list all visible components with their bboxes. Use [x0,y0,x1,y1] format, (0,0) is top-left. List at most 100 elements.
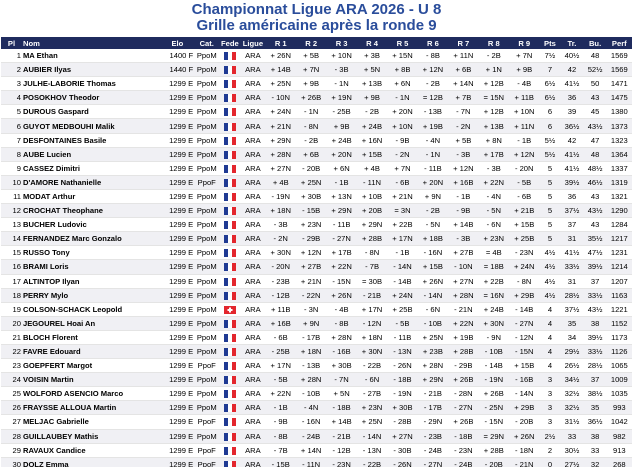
table-cell: ARA [240,90,266,106]
table-cell: 1569 [606,62,632,78]
table-cell: - 15N [326,274,357,289]
table-cell: - 8N [509,274,540,289]
table-cell: ARA [240,175,266,190]
table-cell: 7 [539,62,561,78]
table-cell: 9 [1,161,22,176]
table-cell: ARA [240,259,266,275]
table-cell: - 10B [417,316,449,331]
table-cell: 46½ [583,175,607,190]
table-cell: 38 [583,429,607,444]
table-cell: - 2B [356,104,388,120]
table-cell: + 13B [478,118,510,134]
table-cell: PpoF [194,414,220,430]
table-cell: 28 [1,429,22,444]
table-cell: 2½ [539,429,561,444]
table-row: 20 JEGOUREL Hoai An 1299 E PpoM ARA + 16B + 9N… [1,316,632,331]
table-cell: 1373 [606,118,632,134]
table-cell: 21 [1,330,22,345]
table-cell: - 9B [448,203,479,219]
table-cell: 2 [1,62,22,78]
table-row: 29 RAVAUX Candice 1299 E PpoF ARA - 7B + 14N - … [1,443,632,458]
table-cell: 1299 E [160,133,195,148]
table-cell: 1126 [606,344,632,360]
table-cell: - 18B [387,372,418,388]
table-cell: 30 [1,457,22,467]
fede-cell [219,90,241,106]
table-cell: 29½ [560,344,584,360]
table-cell: 31½ [560,414,584,430]
table-cell: 1163 [606,288,632,303]
table-cell: + 9B [509,62,540,78]
table-cell: 1299 E [160,118,195,134]
table-cell: 5 [539,175,561,190]
fede-cell [219,104,241,120]
table-cell: 37½ [560,203,584,219]
table-cell: 4½ [539,245,561,261]
table-row: 21 BLOCH Florent 1299 E PpoM ARA - 6B - 17B + 2… [1,330,632,345]
table-cell: + 5N [356,62,388,78]
table-cell: 5 [539,189,561,205]
table-cell: ARA [240,400,266,416]
table-cell: + 12N [448,161,479,176]
table-cell: - 18N [509,443,540,458]
table-cell: - 1N [417,147,449,162]
table-cell: - 2N [387,147,418,162]
fede-cell [219,457,241,467]
table-cell: 35 [583,400,607,416]
table-cell: + 24B [478,302,510,317]
table-cell: 1299 E [160,414,195,430]
table-cell: 33 [583,443,607,458]
table-cell: 1299 E [160,217,195,233]
table-cell: 47 [583,133,607,148]
column-header: Pl [1,37,22,49]
table-cell: + 30N [265,245,296,261]
table-cell: 43 [583,189,607,205]
table-cell: - 21B [326,429,357,444]
table-cell: PpoM [194,302,220,317]
fede-cell [219,147,241,162]
table-cell: 3 [539,386,561,402]
player-name: RUSSO Tony [21,245,161,261]
table-cell: 15 [1,245,22,261]
flag-icon [223,221,236,230]
table-cell: - 26N [387,358,418,374]
table-cell: 1152 [606,316,632,331]
fede-cell [219,259,241,275]
table-cell: 37½ [560,302,584,317]
table-cell: ARA [240,316,266,331]
table-cell: 1299 E [160,457,195,467]
table-cell: 4 [539,344,561,360]
table-cell: ARA [240,189,266,205]
flag-icon [223,319,236,328]
table-cell: - 28B [387,414,418,430]
table-cell: - 1B [387,245,418,261]
flag-icon [223,235,236,244]
table-cell: 28½ [560,288,584,303]
table-cell: - 10N [448,259,479,275]
table-cell: 1471 [606,76,632,92]
table-row: 19 COLSON-SCHACK Leopold 1299 E PpoM ARA + 11… [1,302,632,317]
table-cell: + 16B [448,175,479,190]
table-cell: - 15B [265,457,296,467]
table-cell: + 14N [295,443,327,458]
table-cell: 1299 E [160,231,195,247]
table-cell: 48 [583,49,607,64]
player-name: COLSON-SCHACK Leopold [21,302,161,317]
table-cell: - 11N [356,175,388,190]
table-cell: + 12B [478,76,510,92]
player-name: MA Ethan [21,49,161,64]
table-cell: - 21N [448,302,479,317]
table-cell: - 4B [509,76,540,92]
flag-icon [223,460,236,467]
table-cell: 1337 [606,161,632,176]
flag-icon [223,178,236,187]
table-cell: 38½ [583,386,607,402]
table-cell: 43½ [583,118,607,134]
table-cell: 6 [539,104,561,120]
table-cell: 45 [583,104,607,120]
table-cell: + 12N [295,245,327,261]
table-cell: - 21B [417,386,449,402]
table-cell: - 29B [295,231,327,247]
table-row: 25 WOLFORD ASENCIO Marco 1299 E PpoM ARA + 22… [1,386,632,402]
table-cell: - 6B [387,175,418,190]
